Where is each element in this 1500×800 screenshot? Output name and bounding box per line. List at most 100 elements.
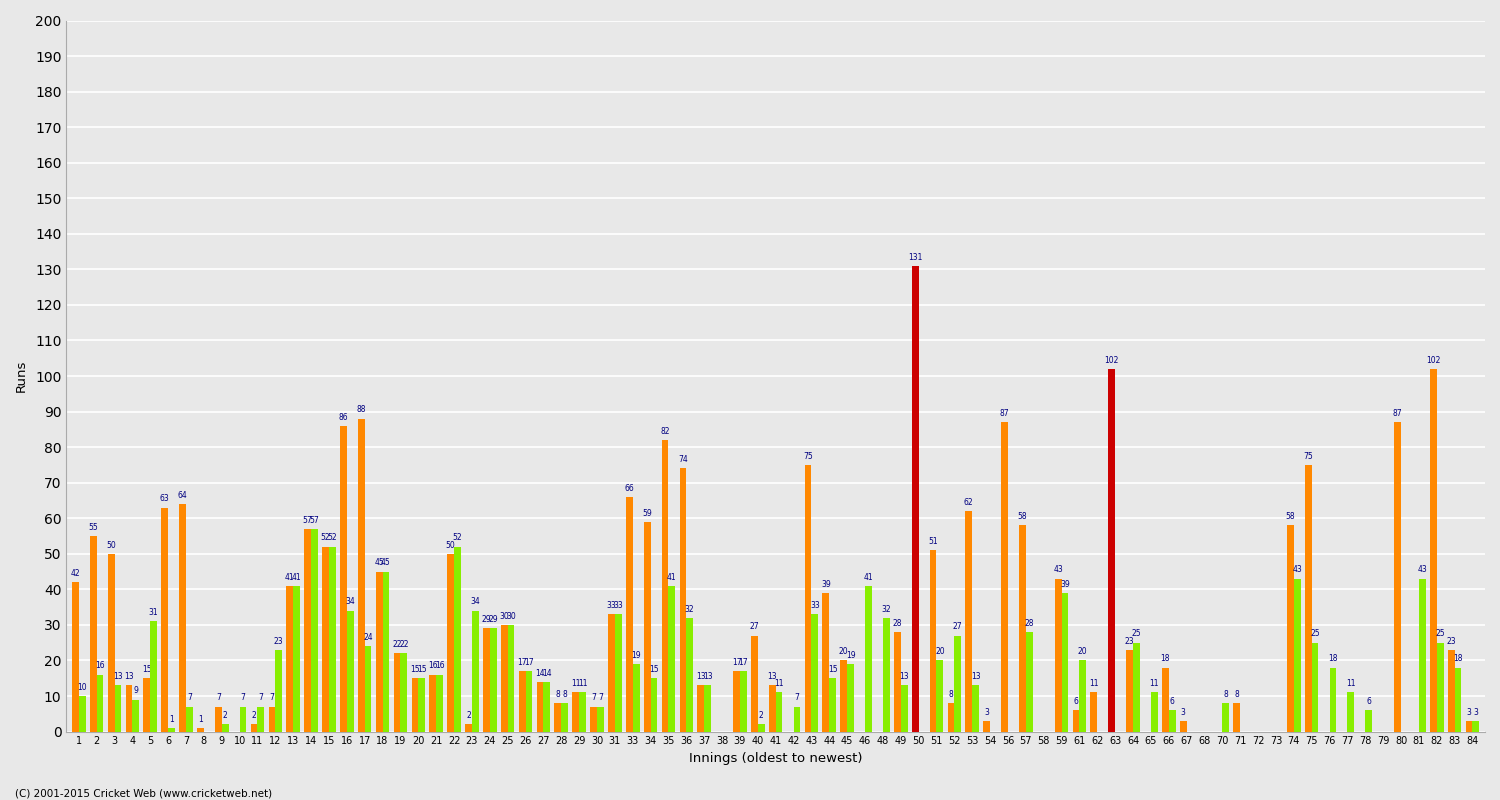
- Text: 29: 29: [482, 615, 490, 624]
- Text: 41: 41: [292, 573, 302, 582]
- Bar: [740, 671, 747, 731]
- Text: 3: 3: [1473, 708, 1479, 717]
- Bar: [590, 706, 597, 731]
- Text: 22: 22: [393, 640, 402, 649]
- Text: 30: 30: [500, 612, 508, 621]
- Bar: [669, 586, 675, 731]
- Text: 25: 25: [1436, 630, 1444, 638]
- Text: 58: 58: [1286, 512, 1294, 521]
- Text: 30: 30: [506, 612, 516, 621]
- Text: 31: 31: [148, 608, 159, 617]
- Text: 7: 7: [598, 694, 603, 702]
- Bar: [114, 686, 122, 731]
- Text: 20: 20: [934, 647, 945, 656]
- Text: 9: 9: [134, 686, 138, 695]
- Text: 42: 42: [70, 569, 80, 578]
- Text: 15: 15: [828, 665, 837, 674]
- Bar: [258, 706, 264, 731]
- Bar: [1150, 693, 1158, 731]
- Bar: [758, 725, 765, 731]
- Bar: [1311, 642, 1318, 731]
- Text: 2: 2: [466, 711, 471, 720]
- Text: 6: 6: [1170, 697, 1174, 706]
- Bar: [178, 504, 186, 731]
- Y-axis label: Runs: Runs: [15, 360, 28, 392]
- Text: 7: 7: [270, 694, 274, 702]
- Text: 16: 16: [427, 662, 438, 670]
- Text: 17: 17: [518, 658, 526, 667]
- Text: 16: 16: [96, 662, 105, 670]
- Bar: [346, 610, 354, 731]
- Text: 7: 7: [188, 694, 192, 702]
- Text: 28: 28: [1024, 618, 1033, 628]
- Bar: [680, 469, 687, 731]
- Bar: [376, 571, 382, 731]
- Text: 74: 74: [678, 455, 688, 464]
- Bar: [340, 426, 346, 731]
- Bar: [1180, 721, 1186, 731]
- Bar: [633, 664, 639, 731]
- Bar: [1062, 593, 1068, 731]
- Bar: [1437, 642, 1443, 731]
- Bar: [328, 546, 336, 731]
- Text: 11: 11: [572, 679, 580, 688]
- Text: 3: 3: [1180, 708, 1185, 717]
- Bar: [1430, 369, 1437, 731]
- Text: 28: 28: [892, 618, 902, 628]
- Bar: [966, 511, 972, 731]
- Text: 7: 7: [240, 694, 246, 702]
- Text: 87: 87: [999, 409, 1010, 418]
- Bar: [1287, 526, 1294, 731]
- Bar: [150, 622, 158, 731]
- Text: 51: 51: [928, 537, 938, 546]
- Bar: [126, 686, 132, 731]
- Text: 43: 43: [1293, 566, 1302, 574]
- Bar: [411, 678, 419, 731]
- Text: 24: 24: [363, 633, 374, 642]
- Bar: [1026, 632, 1032, 731]
- Text: 58: 58: [1017, 512, 1028, 521]
- Text: 39: 39: [821, 580, 831, 589]
- Text: 88: 88: [357, 406, 366, 414]
- Text: 11: 11: [578, 679, 588, 688]
- Bar: [1132, 642, 1140, 731]
- Bar: [894, 632, 900, 731]
- Text: 2: 2: [224, 711, 228, 720]
- Text: 7: 7: [591, 694, 596, 702]
- Text: 17: 17: [738, 658, 748, 667]
- Bar: [268, 706, 276, 731]
- Bar: [162, 507, 168, 731]
- Text: 14: 14: [536, 669, 544, 678]
- Bar: [704, 686, 711, 731]
- Bar: [393, 654, 400, 731]
- Text: 33: 33: [614, 601, 622, 610]
- Bar: [168, 728, 176, 731]
- Bar: [840, 661, 848, 731]
- Text: 8: 8: [948, 690, 954, 699]
- Text: 11: 11: [1089, 679, 1098, 688]
- Text: 102: 102: [1104, 356, 1119, 365]
- Bar: [776, 693, 783, 731]
- Text: 8: 8: [1224, 690, 1228, 699]
- Bar: [144, 678, 150, 731]
- Bar: [472, 610, 478, 731]
- Text: 29: 29: [489, 615, 498, 624]
- Bar: [1019, 526, 1026, 731]
- Text: 45: 45: [375, 558, 384, 567]
- Text: 10: 10: [78, 682, 87, 692]
- Text: 62: 62: [964, 498, 974, 507]
- Bar: [1365, 710, 1372, 731]
- Text: 75: 75: [802, 452, 813, 461]
- Text: 23: 23: [1446, 637, 1456, 646]
- Bar: [1466, 721, 1473, 731]
- Text: 19: 19: [846, 650, 855, 660]
- Bar: [364, 646, 372, 731]
- Text: 2: 2: [759, 711, 764, 720]
- Bar: [1329, 667, 1336, 731]
- Text: 1: 1: [170, 714, 174, 724]
- Text: 50: 50: [446, 541, 456, 550]
- Text: 13: 13: [704, 672, 712, 681]
- Bar: [222, 725, 228, 731]
- Text: 11: 11: [1346, 679, 1356, 688]
- Bar: [108, 554, 114, 731]
